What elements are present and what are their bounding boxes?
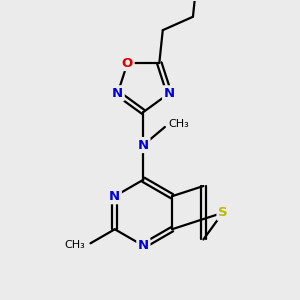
- Text: CH₃: CH₃: [169, 119, 190, 129]
- Text: N: N: [164, 87, 175, 100]
- Text: N: N: [109, 190, 120, 203]
- Text: O: O: [122, 56, 133, 70]
- Text: N: N: [138, 239, 149, 252]
- Text: N: N: [112, 87, 123, 100]
- Text: CH₃: CH₃: [65, 240, 85, 250]
- Text: S: S: [218, 206, 228, 219]
- Text: N: N: [138, 139, 149, 152]
